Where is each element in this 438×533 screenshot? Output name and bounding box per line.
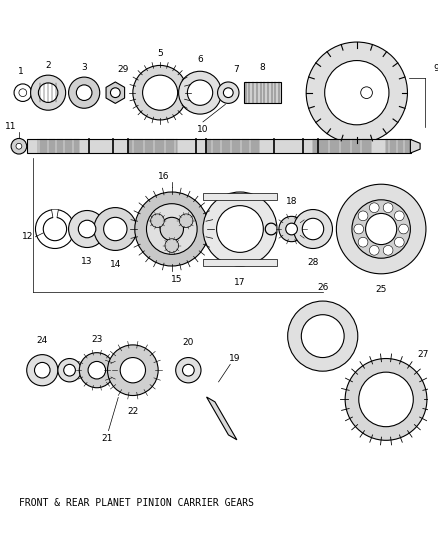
Polygon shape (410, 140, 420, 153)
Bar (244, 82, 281, 103)
Circle shape (151, 214, 164, 228)
Text: 6: 6 (197, 55, 203, 64)
Text: 9: 9 (434, 64, 438, 73)
Circle shape (325, 61, 389, 125)
Circle shape (366, 213, 397, 245)
Circle shape (11, 139, 27, 154)
Circle shape (94, 207, 137, 251)
Text: 23: 23 (91, 335, 102, 344)
Text: FRONT & REAR PLANET PINION CARRIER GEARS: FRONT & REAR PLANET PINION CARRIER GEARS (19, 498, 254, 508)
Circle shape (179, 71, 222, 114)
Text: 29: 29 (117, 65, 129, 74)
Text: 16: 16 (158, 172, 170, 181)
Text: 21: 21 (101, 434, 112, 443)
Text: 7: 7 (233, 65, 239, 74)
Text: 19: 19 (230, 354, 241, 363)
Circle shape (31, 75, 66, 110)
Circle shape (286, 223, 297, 235)
Bar (203, 259, 277, 266)
Circle shape (146, 204, 197, 254)
Text: 13: 13 (81, 257, 93, 265)
Text: 24: 24 (37, 336, 48, 345)
Circle shape (369, 203, 379, 213)
Circle shape (19, 89, 27, 96)
Circle shape (383, 203, 393, 213)
Circle shape (336, 184, 426, 274)
Circle shape (27, 354, 58, 386)
Circle shape (69, 211, 106, 247)
Circle shape (120, 358, 145, 383)
Text: 15: 15 (171, 275, 182, 284)
Circle shape (76, 85, 92, 101)
Circle shape (179, 214, 193, 228)
Text: 25: 25 (375, 285, 387, 294)
Circle shape (43, 217, 67, 241)
Circle shape (39, 83, 58, 102)
Circle shape (104, 217, 127, 241)
Circle shape (16, 143, 22, 149)
Circle shape (176, 358, 201, 383)
Circle shape (306, 42, 407, 143)
Text: 18: 18 (286, 197, 297, 206)
Text: 27: 27 (417, 350, 429, 359)
Circle shape (279, 216, 304, 241)
Circle shape (399, 224, 408, 234)
Circle shape (160, 217, 184, 241)
Circle shape (288, 301, 358, 371)
Text: 10: 10 (197, 125, 209, 134)
Text: 20: 20 (183, 338, 194, 348)
Text: 12: 12 (22, 232, 33, 241)
Circle shape (361, 87, 372, 99)
Circle shape (143, 75, 178, 110)
Circle shape (394, 211, 404, 221)
Bar (27, 140, 411, 153)
Circle shape (217, 206, 263, 253)
Text: 17: 17 (234, 278, 246, 287)
Circle shape (64, 365, 75, 376)
Circle shape (358, 237, 368, 247)
Circle shape (223, 88, 233, 98)
Circle shape (187, 80, 213, 106)
Circle shape (108, 345, 158, 395)
Circle shape (133, 66, 187, 120)
Circle shape (352, 200, 410, 258)
Polygon shape (207, 397, 237, 440)
Text: 5: 5 (157, 49, 163, 58)
Circle shape (78, 220, 96, 238)
Circle shape (183, 365, 194, 376)
Circle shape (301, 314, 344, 358)
Circle shape (359, 372, 413, 427)
Circle shape (293, 209, 332, 248)
Circle shape (369, 245, 379, 255)
Wedge shape (52, 209, 58, 229)
Circle shape (58, 359, 81, 382)
Circle shape (203, 192, 277, 266)
Circle shape (165, 239, 179, 253)
Circle shape (345, 359, 427, 440)
Polygon shape (106, 82, 124, 103)
Text: 22: 22 (127, 407, 138, 416)
Text: 2: 2 (45, 61, 51, 70)
Text: 11: 11 (5, 122, 17, 131)
Circle shape (354, 224, 364, 234)
Text: 3: 3 (81, 63, 87, 72)
Text: 28: 28 (307, 257, 319, 266)
Circle shape (394, 237, 404, 247)
Circle shape (302, 219, 324, 240)
Circle shape (358, 211, 368, 221)
Circle shape (218, 82, 239, 103)
Text: 8: 8 (259, 63, 265, 72)
Circle shape (110, 88, 120, 98)
Circle shape (88, 361, 106, 379)
Circle shape (383, 245, 393, 255)
Text: 1: 1 (18, 67, 24, 76)
Text: 26: 26 (317, 283, 328, 292)
Text: 14: 14 (110, 260, 121, 269)
Circle shape (69, 77, 100, 108)
Circle shape (35, 362, 50, 378)
Circle shape (79, 353, 114, 387)
Bar (203, 193, 277, 200)
Circle shape (135, 192, 209, 266)
